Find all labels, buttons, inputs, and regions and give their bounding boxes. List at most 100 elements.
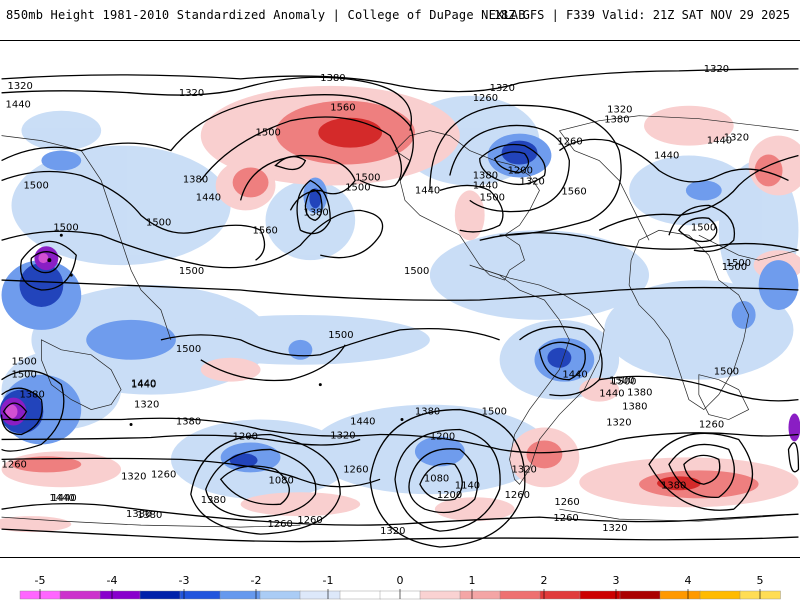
colorbar-swatch [539,590,581,600]
colorbar-swatch [459,590,501,600]
contour-label: 1500 [404,266,429,277]
colorbar-swatch [579,590,621,600]
map-title: 850mb Height 1981-2010 Standardized Anom… [6,8,526,22]
contour-label: 1380 [137,510,162,521]
contour-label: 1260 [268,519,293,530]
contour-label: 1380 [126,509,151,520]
contour-label: 1320 [179,88,204,99]
contour-label: 1380 [201,495,226,506]
contour-label: 1320 [380,526,405,537]
contour-label: 1260 [505,490,530,501]
contour-label: 1500 [714,367,739,378]
contour-label: 1320 [134,400,159,411]
contour-label: 1500 [726,258,751,269]
contour-label: 1380 [320,73,345,84]
contour-label: 1320 [330,430,355,441]
height-contours [0,68,800,548]
contour-label: 1500 [722,262,747,273]
colorbar-tick-label: 0 [397,574,404,587]
contour-label: 1380 [473,170,498,181]
contour-label: 1260 [297,515,322,526]
contour-label: 1260 [553,513,578,524]
contour-label: 1500 [179,266,204,277]
contour-label: 1380 [661,480,686,491]
contour-label: 1500 [176,344,201,355]
contour-label: 1500 [691,222,716,233]
colorbar-swatch [699,590,741,600]
contour-label: 1500 [53,222,78,233]
contour-label: 1380 [415,407,440,418]
colorbar-tick-label: 4 [685,574,692,587]
anomaly-map: 1320 1320 1380 1320 1440 1560 1500 1500 … [0,40,800,558]
colorbar-tick-label: -2 [251,574,262,587]
colorbar-swatch [59,590,101,600]
contour-label: 1320 [602,523,627,534]
colorbar-tick-label: 3 [613,574,620,587]
contour-label: 1260 [151,469,176,480]
contour-label: 1500 [23,180,48,191]
colorbar-tick-label: 2 [541,574,548,587]
contour-label: 1500 [12,370,37,381]
contour-label: 1560 [253,225,278,236]
contour-label: 1380 [622,402,647,413]
contour-label: 1380 [176,417,201,428]
contour-label: 1440 [415,185,440,196]
contour-label: 1440 [131,380,156,391]
contour-label: 1500 [611,377,636,388]
contour-label: 1440 [654,151,679,162]
contour-label: 1440 [6,100,31,111]
colorbar-swatch [659,590,701,600]
colorbar-tick-label: -1 [323,574,334,587]
contour-label: 1560 [561,186,586,197]
contour-label: 1380 [183,174,208,185]
contour-label: 1560 [330,103,355,114]
contour-label: 1080 [424,473,449,484]
contour-labels: 1320 1320 1380 1320 1440 1560 1500 1500 … [2,64,752,537]
colorbar-swatch [419,590,461,600]
contour-label: 1440 [562,370,587,381]
contour-label: 1440 [131,379,156,390]
contour-label: 1500 [355,172,380,183]
contour-label: 1440 [196,192,221,203]
contour-label: 1380 [604,115,629,126]
contour-label: 1380 [303,207,328,218]
contour-label: 1440 [473,180,498,191]
contour-label: 1320 [512,464,537,475]
contour-label: 1260 [554,497,579,508]
contour-label: 1200 [233,431,258,442]
colorbar-swatch [179,590,221,600]
anomaly-shading [0,85,800,533]
colorbar-swatch [339,590,381,600]
contour-label: 1440 [599,389,624,400]
contour-label: 1320 [520,176,545,187]
island-markers [47,233,404,427]
colorbar-ticks: -5 -4 -3 -2 -1 0 1 2 3 4 5 [35,574,764,599]
colorbar-tick-label: -3 [179,574,190,587]
contour-label: 1500 [146,217,171,228]
colorbar-swatch [259,590,301,600]
contour-label: 1500 [480,192,505,203]
contour-label: 1200 [430,431,455,442]
anomaly-colorbar: -5 -4 -3 -2 -1 0 1 2 3 4 5 [19,574,781,600]
contour-label: 1200 [508,165,533,176]
colorbar-swatch [299,590,341,600]
colorbar-swatch [219,590,261,600]
colorbar-tick-label: -5 [35,574,46,587]
colorbar-swatch [99,590,141,600]
colorbar-tick-label: -4 [107,574,118,587]
contour-label: 1500 [609,376,634,387]
contour-label: 1260 [557,137,582,148]
contour-label: 1320 [704,64,729,75]
colorbar-tick-label: 1 [469,574,476,587]
contour-label: 1080 [269,475,294,486]
colorbar-swatch [619,590,661,600]
colorbar-swatch [139,590,181,600]
contour-label: 1140 [455,480,480,491]
model-valid-time: 18Z GFS | F339 Valid: 21Z SAT NOV 29 202… [493,8,790,22]
contour-label: 1380 [19,390,44,401]
colorbar-tick-label: 5 [757,574,764,587]
contour-label: 1320 [606,418,631,429]
contour-label: 1500 [482,407,507,418]
contour-label: 1440 [51,493,76,504]
contour-label: 1440 [350,417,375,428]
